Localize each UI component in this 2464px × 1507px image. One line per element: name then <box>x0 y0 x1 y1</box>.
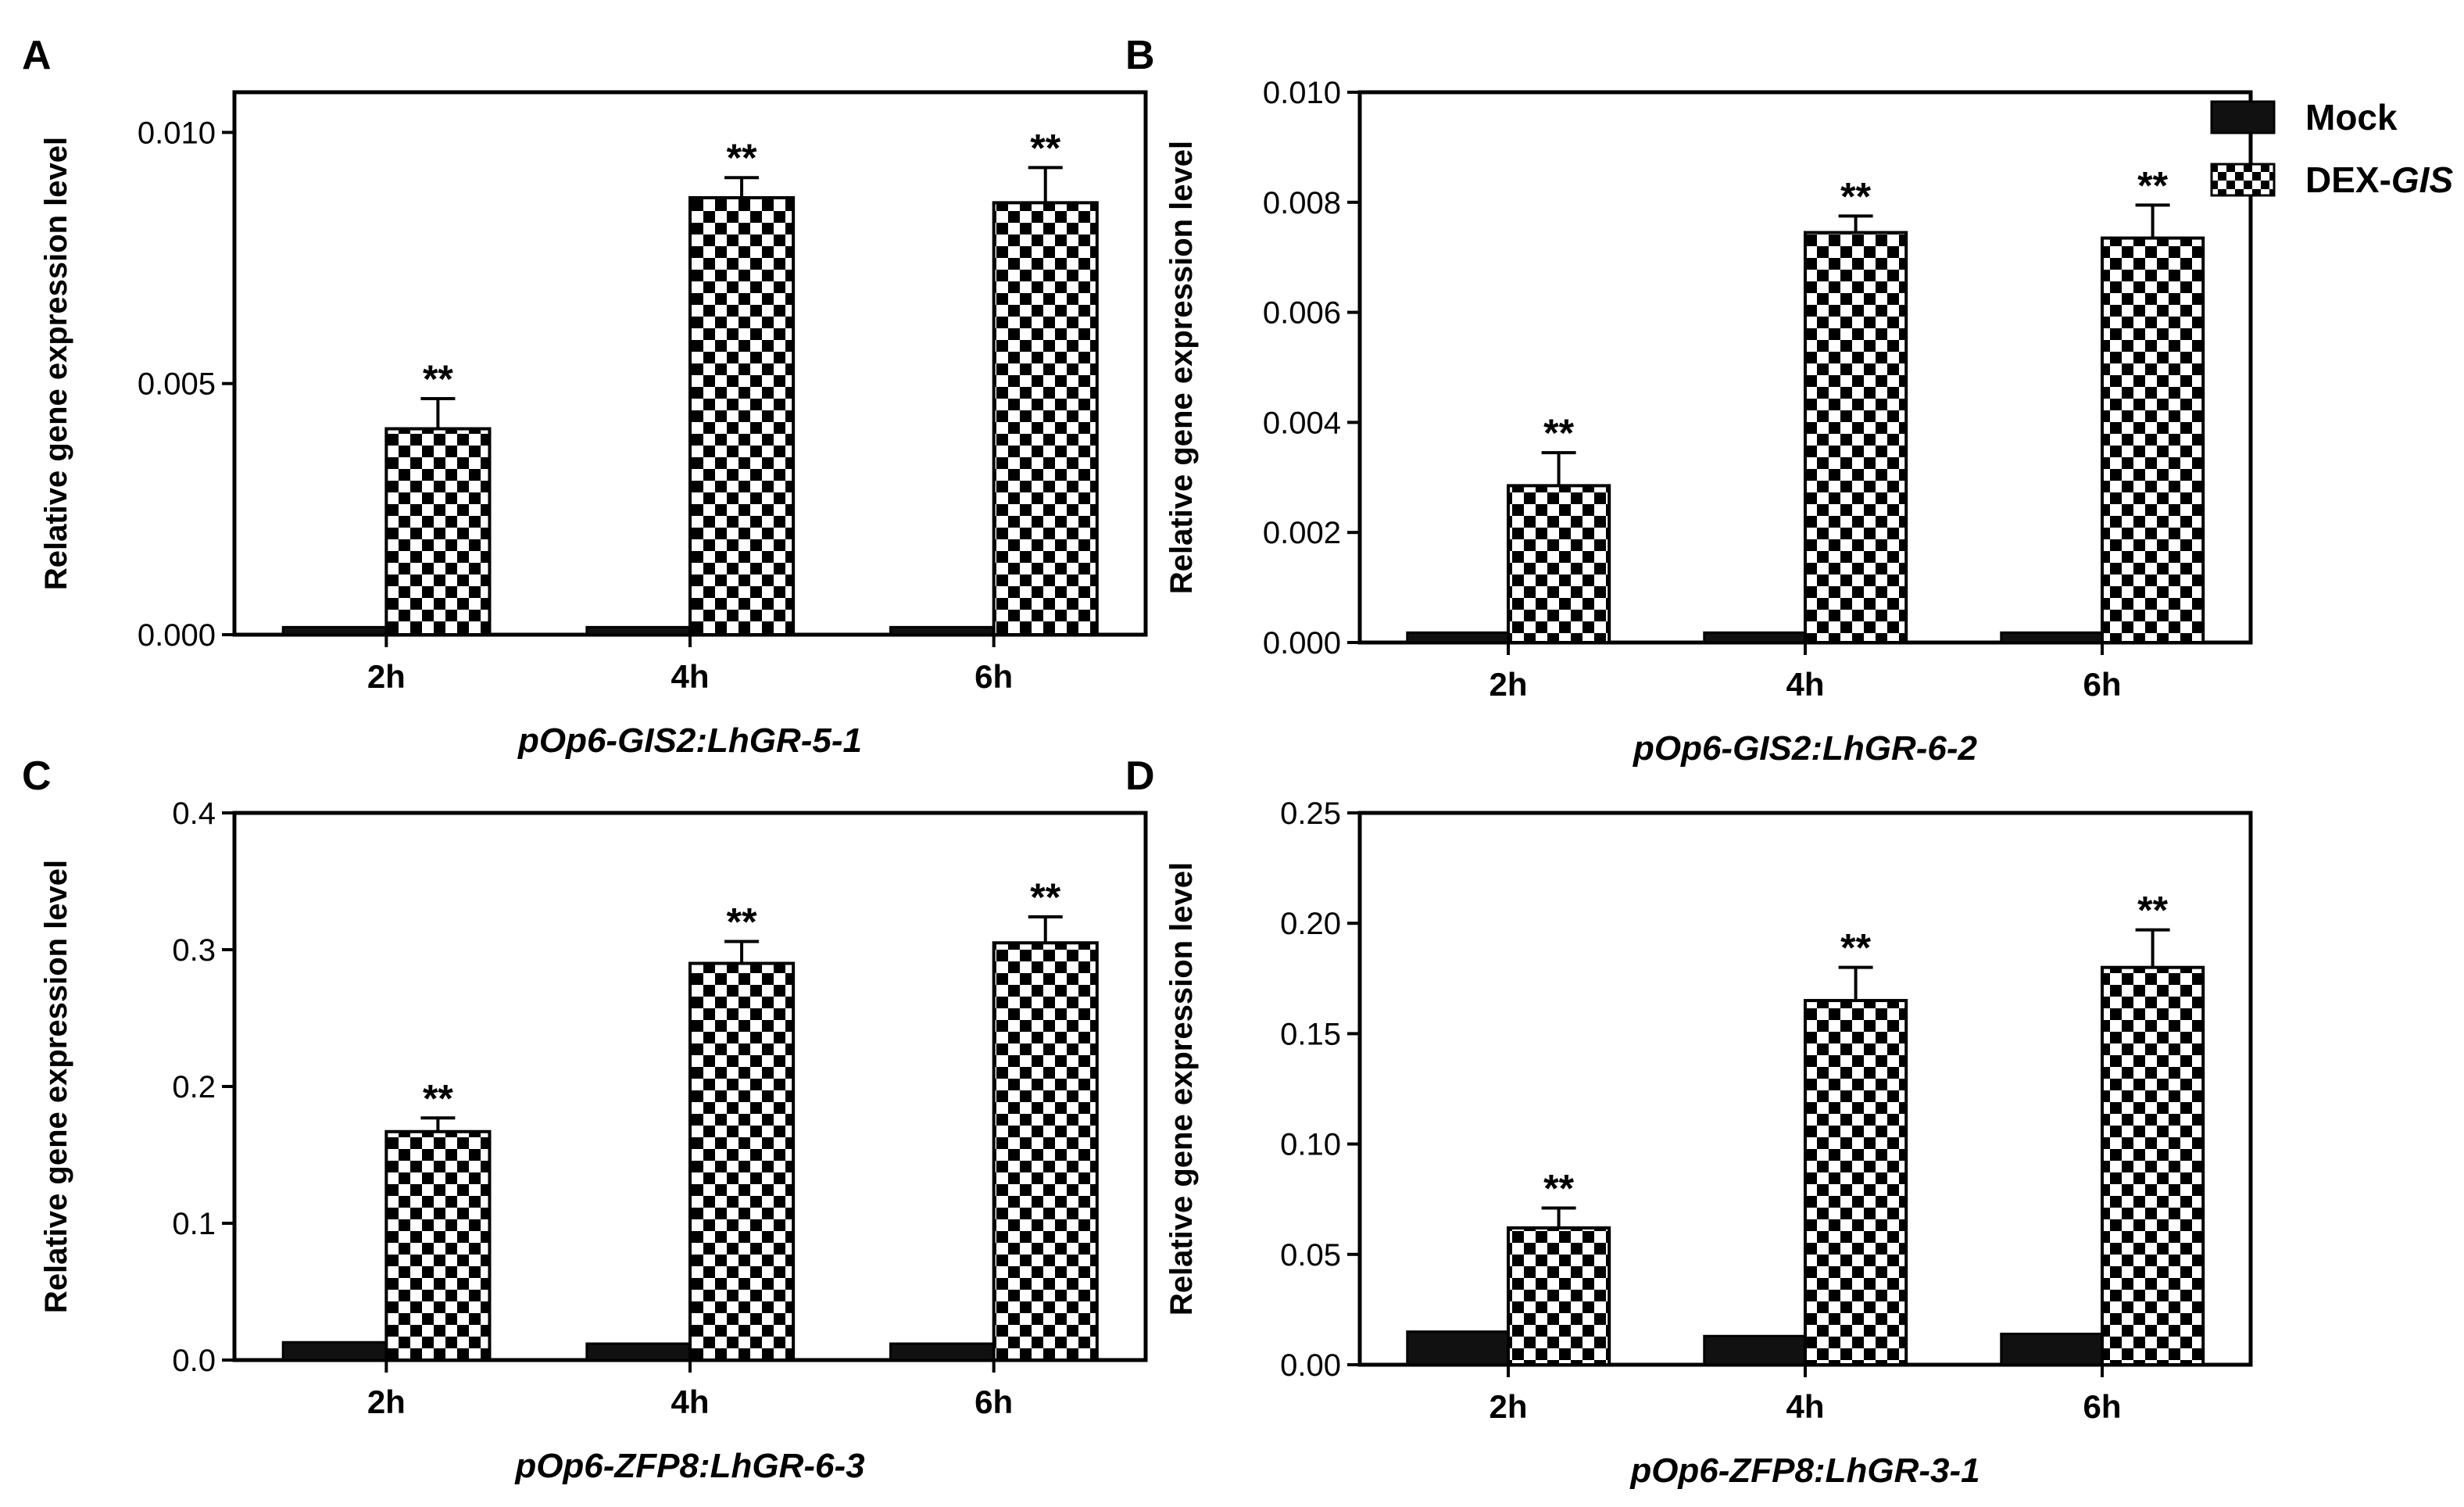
bar-dex-4h <box>1804 999 1908 1367</box>
bar-mock-4h <box>1703 1334 1807 1366</box>
y-tick-label: 0.1 <box>172 1207 216 1241</box>
bar-mock-6h <box>889 1342 996 1362</box>
x-tick-label: 2h <box>1489 1388 1527 1425</box>
x-tick-label: 4h <box>671 1384 709 1420</box>
significance-marker: ** <box>727 900 757 944</box>
y-axis-label: Relative gene expression level <box>1164 141 1199 594</box>
legend-item-mock: Mock <box>2210 97 2398 138</box>
significance-marker: ** <box>2137 889 2168 932</box>
significance-marker: ** <box>1840 174 1871 218</box>
legend-swatch <box>2210 163 2276 197</box>
y-tick-label: 0.000 <box>138 618 216 653</box>
panel-label: B <box>1125 33 1155 78</box>
y-tick-label: 0.008 <box>1263 186 1341 220</box>
significance-marker: ** <box>1543 411 1574 455</box>
y-tick-label: 0.3 <box>172 933 216 968</box>
x-tick-label: 4h <box>671 658 709 695</box>
significance-marker: ** <box>1840 926 1871 970</box>
y-axis-label: Relative gene expression level <box>39 860 73 1313</box>
chart-panel-d: D 0.00 0.05 0.10 0.15 0.20 0.25 Relative gene e… <box>1125 754 2253 1490</box>
y-tick-label: 0.10 <box>1280 1128 1341 1162</box>
bar-mock-2h <box>1406 1330 1510 1366</box>
x-tick-label: 4h <box>1786 666 1824 703</box>
y-tick-label: 0.00 <box>1280 1348 1341 1383</box>
significance-marker: ** <box>423 357 453 401</box>
y-tick-label: 0.20 <box>1280 907 1341 941</box>
legend-item-dex-gis: DEX-GIS <box>2210 159 2453 200</box>
legend-label-italic: GIS <box>2391 159 2454 200</box>
y-tick-label: 0.2 <box>172 1070 216 1104</box>
chart-panel-c: C 0.0 0.1 0.2 0.3 0.4 Relative gene expression… <box>22 754 1148 1485</box>
legend-label: Mock <box>2305 97 2398 138</box>
bar-dex-6h <box>992 941 1099 1362</box>
bar-dex-4h <box>688 195 796 636</box>
legend-swatch <box>2210 100 2276 134</box>
bar-mock-4h <box>585 1342 692 1362</box>
bar-mock-6h <box>2000 631 2104 644</box>
x-tick-label: 6h <box>2083 1388 2121 1425</box>
x-tick-label: 6h <box>2083 666 2121 703</box>
bar-dex-2h <box>1507 1226 1611 1366</box>
bar-dex-6h <box>992 201 1099 636</box>
y-axis-label: Relative gene expression level <box>39 137 73 590</box>
panel-label: D <box>1125 754 1155 799</box>
x-tick-label: 6h <box>975 658 1013 695</box>
x-tick-label: 4h <box>1786 1388 1824 1425</box>
significance-marker: ** <box>2137 163 2168 207</box>
bar-mock-2h <box>1406 631 1510 644</box>
panel-label: A <box>22 33 52 78</box>
y-tick-label: 0.05 <box>1280 1238 1341 1273</box>
significance-marker: ** <box>727 136 757 180</box>
charts-layer: A 0.000 0.005 0.010 Relative gene expression… <box>22 33 2253 1490</box>
bar-dex-4h <box>1804 231 1908 644</box>
y-tick-label: 0.4 <box>172 796 216 831</box>
x-axis-title: pOp6-ZFP8:LhGR-6-3 <box>514 1447 864 1485</box>
panel-label: C <box>22 754 52 799</box>
bar-mock-6h <box>889 625 996 636</box>
x-tick-label: 2h <box>1489 666 1527 703</box>
significance-marker: ** <box>423 1076 453 1120</box>
bar-mock-6h <box>2000 1332 2104 1366</box>
bar-mock-4h <box>1703 631 1807 644</box>
bar-mock-4h <box>585 625 692 636</box>
y-tick-label: 0.000 <box>1263 626 1341 660</box>
x-tick-label: 2h <box>367 658 406 695</box>
y-tick-label: 0.0 <box>172 1344 216 1378</box>
y-tick-label: 0.010 <box>138 116 216 150</box>
significance-marker: ** <box>1030 875 1060 919</box>
y-tick-label: 0.004 <box>1263 406 1341 440</box>
legend: Mock DEX-GIS <box>2210 97 2453 200</box>
y-axis-label: Relative gene expression level <box>1164 862 1199 1315</box>
significance-marker: ** <box>1030 126 1060 170</box>
x-axis-title: pOp6-GIS2:LhGR-5-1 <box>517 721 862 760</box>
y-tick-label: 0.002 <box>1263 516 1341 550</box>
legend-label: DEX-GIS <box>2305 159 2453 200</box>
bar-dex-6h <box>2101 965 2205 1367</box>
chart-panel-a: A 0.000 0.005 0.010 Relative gene expression… <box>22 33 1148 760</box>
bar-dex-2h <box>1507 484 1611 644</box>
y-tick-label: 0.006 <box>1263 296 1341 331</box>
y-tick-label: 0.15 <box>1280 1017 1341 1051</box>
x-axis-title: pOp6-ZFP8:LhGR-3-1 <box>1629 1452 1979 1490</box>
y-tick-label: 0.010 <box>1263 76 1341 110</box>
y-tick-label: 0.005 <box>138 367 216 402</box>
significance-marker: ** <box>1543 1166 1574 1210</box>
bar-dex-2h <box>384 427 492 636</box>
x-axis-title: pOp6-GIS2:LhGR-6-2 <box>1633 729 1978 768</box>
x-tick-label: 2h <box>367 1384 406 1420</box>
chart-panel-b: B 0.000 0.002 0.004 0.006 0.008 0.010 Relative … <box>1125 33 2253 768</box>
bar-mock-2h <box>281 625 388 636</box>
bar-dex-4h <box>688 961 796 1362</box>
bar-dex-6h <box>2101 236 2205 644</box>
bar-dex-2h <box>384 1129 492 1362</box>
x-tick-label: 6h <box>975 1384 1013 1420</box>
bar-mock-2h <box>281 1341 388 1362</box>
y-tick-label: 0.25 <box>1280 796 1341 831</box>
